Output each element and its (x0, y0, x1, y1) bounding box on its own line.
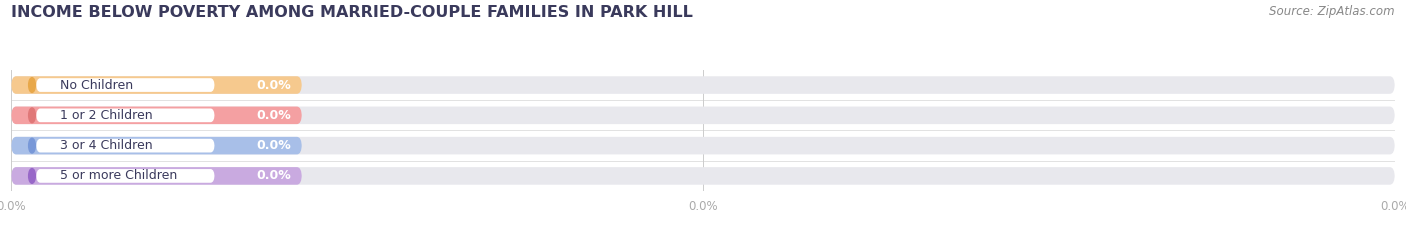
Text: INCOME BELOW POVERTY AMONG MARRIED-COUPLE FAMILIES IN PARK HILL: INCOME BELOW POVERTY AMONG MARRIED-COUPL… (11, 5, 693, 20)
FancyBboxPatch shape (11, 137, 1395, 154)
FancyBboxPatch shape (11, 137, 302, 154)
FancyBboxPatch shape (11, 106, 302, 124)
FancyBboxPatch shape (37, 78, 215, 92)
FancyBboxPatch shape (11, 76, 1395, 94)
Text: 0.0%: 0.0% (256, 109, 291, 122)
Text: 3 or 4 Children: 3 or 4 Children (59, 139, 152, 152)
FancyBboxPatch shape (11, 167, 1395, 185)
FancyBboxPatch shape (37, 139, 215, 152)
Text: 0.0%: 0.0% (256, 139, 291, 152)
Text: 0.0%: 0.0% (256, 169, 291, 182)
FancyBboxPatch shape (11, 106, 1395, 124)
Text: 1 or 2 Children: 1 or 2 Children (59, 109, 152, 122)
Text: 0.0%: 0.0% (256, 79, 291, 92)
Circle shape (28, 138, 35, 153)
FancyBboxPatch shape (11, 76, 302, 94)
Circle shape (28, 78, 35, 93)
FancyBboxPatch shape (37, 169, 215, 183)
Text: No Children: No Children (59, 79, 132, 92)
FancyBboxPatch shape (11, 167, 302, 185)
Text: Source: ZipAtlas.com: Source: ZipAtlas.com (1270, 5, 1395, 18)
Circle shape (28, 108, 35, 123)
FancyBboxPatch shape (37, 109, 215, 122)
Text: 5 or more Children: 5 or more Children (59, 169, 177, 182)
Circle shape (28, 168, 35, 183)
